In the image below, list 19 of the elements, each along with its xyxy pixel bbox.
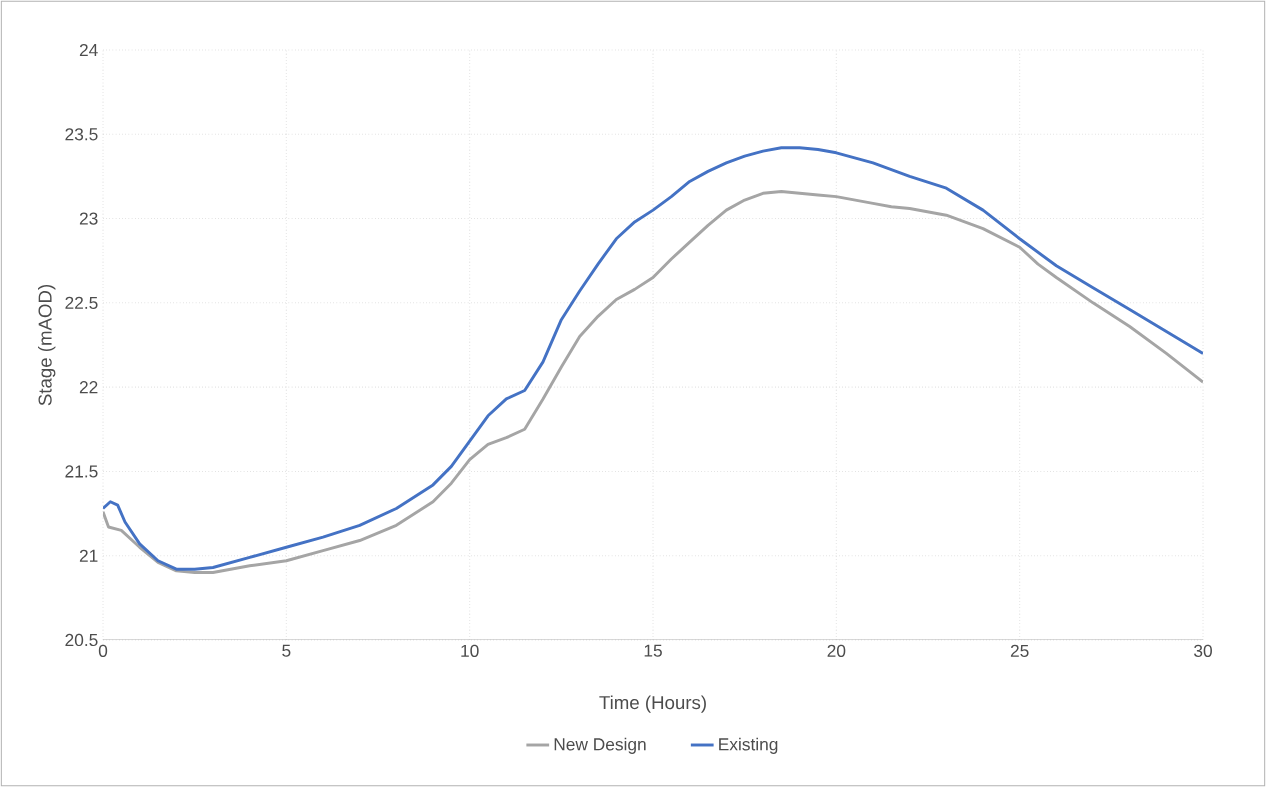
legend-label: New Design xyxy=(554,737,646,754)
y-tick-label: 21 xyxy=(79,549,98,562)
x-axis-title: Time (Hours) xyxy=(599,695,706,713)
x-tick-label: 30 xyxy=(1194,644,1212,657)
x-tick-label: 20 xyxy=(827,644,846,657)
y-tick-label: 23.5 xyxy=(65,128,98,141)
y-tick-label: 24 xyxy=(79,43,98,57)
x-tick-label: 15 xyxy=(644,644,662,657)
y-tick-label: 20.5 xyxy=(65,633,98,647)
legend-label: Existing xyxy=(719,737,778,754)
x-tick-label: 5 xyxy=(282,644,291,657)
x-tick-label: 0 xyxy=(98,644,108,657)
y-tick-label: 22.5 xyxy=(65,296,98,309)
x-tick-label: 25 xyxy=(1010,644,1029,657)
x-tick-label: 10 xyxy=(461,644,479,657)
y-tick-label: 21.5 xyxy=(65,465,98,478)
y-tick-label: 22 xyxy=(79,381,98,394)
y-tick-label: 23 xyxy=(79,212,98,225)
y-axis-title: Stage (mAOD) xyxy=(38,284,56,406)
